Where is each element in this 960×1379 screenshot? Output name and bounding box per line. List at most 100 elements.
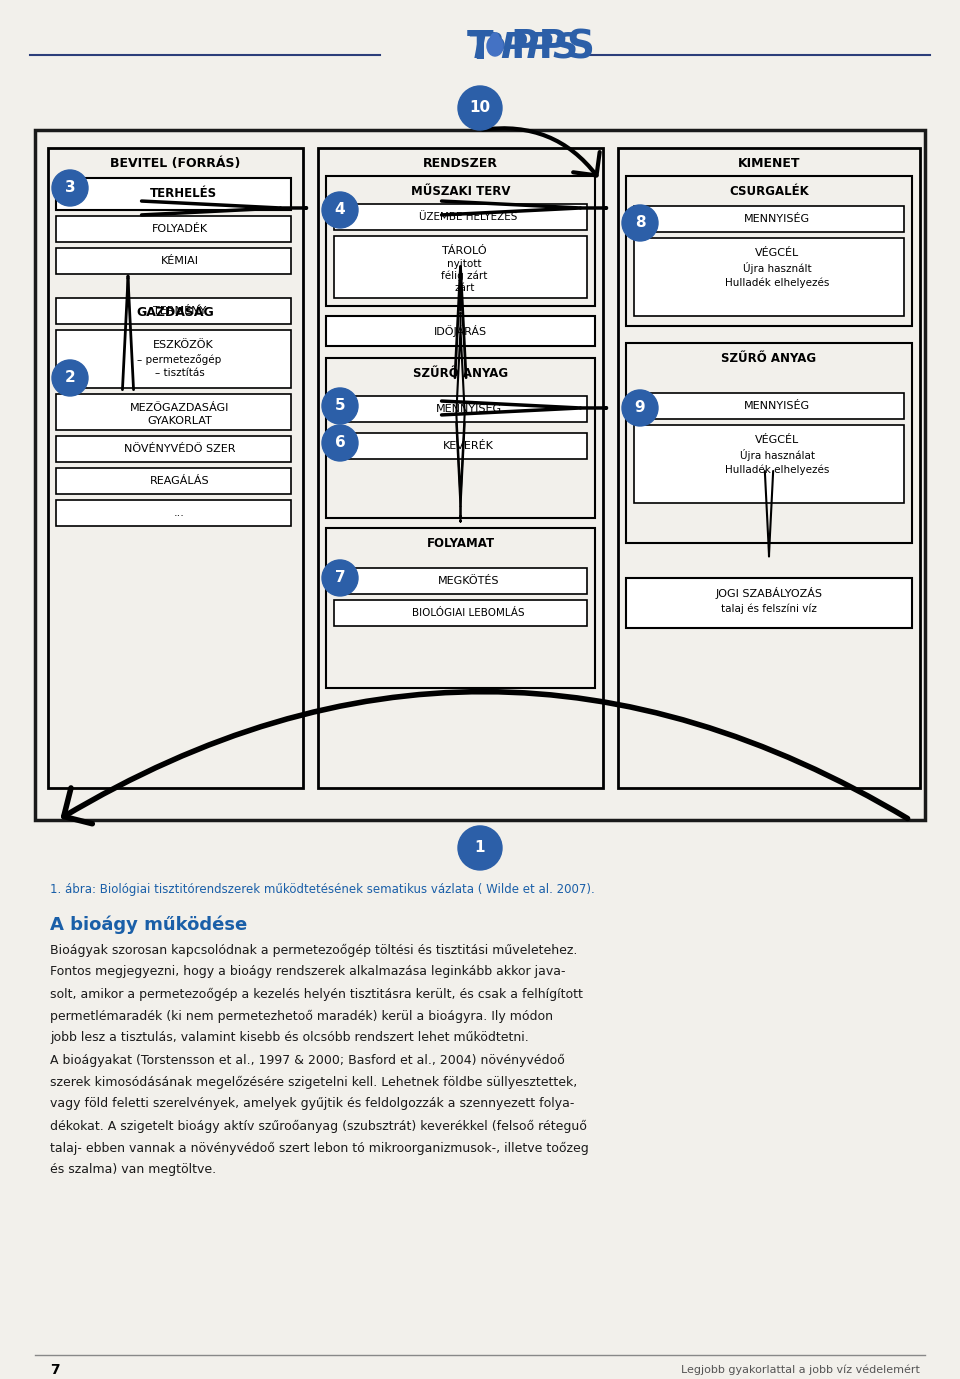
Text: és szalma) van megtöltve.: és szalma) van megtöltve. xyxy=(50,1164,216,1176)
Circle shape xyxy=(322,387,358,423)
Circle shape xyxy=(488,37,504,52)
Text: A bioágy működése: A bioágy működése xyxy=(50,916,248,934)
Text: 5: 5 xyxy=(335,399,346,414)
Text: BEVITEL (FORRÁS): BEVITEL (FORRÁS) xyxy=(110,157,241,171)
Text: REAGÁLÁS: REAGÁLÁS xyxy=(150,476,209,485)
FancyBboxPatch shape xyxy=(634,425,904,503)
FancyBboxPatch shape xyxy=(56,467,291,494)
Text: KIMENET: KIMENET xyxy=(737,157,801,171)
Text: 1: 1 xyxy=(475,840,485,855)
Text: GYAKORLAT: GYAKORLAT xyxy=(147,416,212,426)
Text: 1. ábra: Biológiai tisztitórendszerek működtetésének sematikus vázlata ( Wilde e: 1. ábra: Biológiai tisztitórendszerek mű… xyxy=(50,884,595,896)
FancyArrowPatch shape xyxy=(63,692,907,823)
FancyBboxPatch shape xyxy=(634,393,904,419)
Text: PPS: PPS xyxy=(500,30,579,65)
FancyBboxPatch shape xyxy=(334,568,587,594)
FancyArrowPatch shape xyxy=(483,128,600,175)
Text: IDŐJÁRÁS: IDŐJÁRÁS xyxy=(434,325,487,336)
Text: 7: 7 xyxy=(335,571,346,586)
Text: VÉGCÉL: VÉGCÉL xyxy=(755,248,799,258)
Text: jobb lesz a tisztulás, valamint kisebb és olcsóbb rendszert lehet működtetni.: jobb lesz a tisztulás, valamint kisebb é… xyxy=(50,1031,529,1044)
FancyBboxPatch shape xyxy=(35,130,925,821)
Text: talaj- ebben vannak a növényvédoő szert lebon tó mikroorganizmusok-, illetve toő: talaj- ebben vannak a növényvédoő szert … xyxy=(50,1142,588,1154)
Text: MENNYISÉG: MENNYISÉG xyxy=(744,214,810,223)
Text: FOLYADÉK: FOLYADÉK xyxy=(152,223,207,234)
Text: NÖVÉNYVÉDŐ SZER: NÖVÉNYVÉDŐ SZER xyxy=(124,444,235,454)
Text: GAZDASÁG: GAZDASÁG xyxy=(136,306,214,320)
Circle shape xyxy=(491,33,501,43)
Ellipse shape xyxy=(491,33,499,43)
Text: Újra használat: Újra használat xyxy=(739,450,814,461)
FancyBboxPatch shape xyxy=(334,204,587,230)
Text: VÉGCÉL: VÉGCÉL xyxy=(755,434,799,445)
Text: dékokat. A szigetelt bioágy aktív szűroőanyag (szubsztrát) keverékkel (felsoő ré: dékokat. A szigetelt bioágy aktív szűroő… xyxy=(50,1120,587,1132)
FancyBboxPatch shape xyxy=(56,217,291,241)
Text: MEGKÖTÉS: MEGKÖTÉS xyxy=(438,576,499,586)
Text: BIOLÓGIAI LEBOMLÁS: BIOLÓGIAI LEBOMLÁS xyxy=(412,608,525,618)
Text: 2: 2 xyxy=(64,371,76,386)
FancyBboxPatch shape xyxy=(634,239,904,316)
Circle shape xyxy=(458,85,502,130)
Text: Legjobb gyakorlattal a jobb víz védelemért: Legjobb gyakorlattal a jobb víz védelemé… xyxy=(682,1365,920,1375)
Text: SZŰRŐ ANYAG: SZŰRŐ ANYAG xyxy=(721,353,817,365)
FancyBboxPatch shape xyxy=(318,148,603,787)
Text: félig zárt: félig zárt xyxy=(442,270,488,281)
FancyBboxPatch shape xyxy=(634,205,904,232)
Text: MEZŐGAZDASÁGI: MEZŐGAZDASÁGI xyxy=(130,403,229,412)
FancyBboxPatch shape xyxy=(56,178,291,210)
Ellipse shape xyxy=(487,36,503,57)
Text: TÁROLÓ: TÁROLÓ xyxy=(443,245,487,256)
Text: MENNYISÉG: MENNYISÉG xyxy=(436,404,501,414)
FancyBboxPatch shape xyxy=(334,433,587,459)
Circle shape xyxy=(322,192,358,228)
Text: JOGI SZABÁLYOZÁS: JOGI SZABÁLYOZÁS xyxy=(715,587,823,598)
FancyBboxPatch shape xyxy=(48,148,303,787)
Text: 9: 9 xyxy=(635,400,645,415)
Text: CSURGALÉK: CSURGALÉK xyxy=(730,186,809,199)
Text: 6: 6 xyxy=(335,436,346,451)
FancyBboxPatch shape xyxy=(618,148,920,787)
FancyBboxPatch shape xyxy=(334,236,587,298)
Circle shape xyxy=(52,170,88,205)
Text: TERMÉNY: TERMÉNY xyxy=(153,306,206,316)
FancyBboxPatch shape xyxy=(56,330,291,387)
Text: 4: 4 xyxy=(335,203,346,218)
Text: KEVERÉK: KEVERÉK xyxy=(444,441,494,451)
Text: KÉMIAI: KÉMIAI xyxy=(160,256,199,266)
Text: 7: 7 xyxy=(50,1362,60,1376)
Text: vagy föld feletti szerelvények, amelyek gyűjtik és feldolgozzák a szennyezett fo: vagy föld feletti szerelvények, amelyek … xyxy=(50,1098,574,1110)
Text: ...: ... xyxy=(174,507,185,519)
FancyBboxPatch shape xyxy=(56,436,291,462)
Text: 8: 8 xyxy=(635,215,645,230)
Text: ÜZEMBE HELYEZÉS: ÜZEMBE HELYEZÉS xyxy=(420,212,517,222)
FancyBboxPatch shape xyxy=(326,359,595,519)
Text: ESZKÖZÖK: ESZKÖZÖK xyxy=(154,341,214,350)
Text: FOLYAMAT: FOLYAMAT xyxy=(426,538,494,550)
Text: Bioágyak szorosan kapcsolódnak a permetezoőgép töltési és tisztitási műveletehez: Bioágyak szorosan kapcsolódnak a permete… xyxy=(50,943,577,957)
Text: 3: 3 xyxy=(64,181,75,196)
Text: MENNYISÉG: MENNYISÉG xyxy=(744,401,810,411)
Text: nyitott: nyitott xyxy=(447,259,482,269)
Circle shape xyxy=(622,390,658,426)
Circle shape xyxy=(52,360,88,396)
Text: – tisztítás: – tisztítás xyxy=(155,368,204,378)
Text: PPS: PPS xyxy=(510,29,595,68)
FancyBboxPatch shape xyxy=(626,343,912,543)
Text: talaj és felszíni víz: talaj és felszíni víz xyxy=(721,604,817,614)
FancyBboxPatch shape xyxy=(56,501,291,525)
Text: MŰSZAKI TERV: MŰSZAKI TERV xyxy=(411,186,511,199)
Text: Hulladék elhelyezés: Hulladék elhelyezés xyxy=(725,465,829,476)
Circle shape xyxy=(458,826,502,870)
FancyBboxPatch shape xyxy=(56,298,291,324)
Text: A bioágyakat (Torstensson et al., 1997 & 2000; Basford et al., 2004) növényvédoő: A bioágyakat (Torstensson et al., 1997 &… xyxy=(50,1054,564,1066)
Text: Hulladék elhelyezés: Hulladék elhelyezés xyxy=(725,277,829,288)
Text: szerek kimosódásának megelőzésére szigetelni kell. Lehetnek földbe süllyesztette: szerek kimosódásának megelőzésére sziget… xyxy=(50,1076,577,1088)
Text: zárt: zárt xyxy=(454,283,474,292)
FancyBboxPatch shape xyxy=(56,248,291,274)
Circle shape xyxy=(491,41,501,51)
Text: SZŰRŐ ANYAG: SZŰRŐ ANYAG xyxy=(413,367,508,381)
Text: solt, amikor a permetezoőgép a kezelés helyén tisztitásra került, és csak a felh: solt, amikor a permetezoőgép a kezelés h… xyxy=(50,987,583,1001)
Circle shape xyxy=(322,425,358,461)
FancyBboxPatch shape xyxy=(334,396,587,422)
Circle shape xyxy=(622,205,658,241)
